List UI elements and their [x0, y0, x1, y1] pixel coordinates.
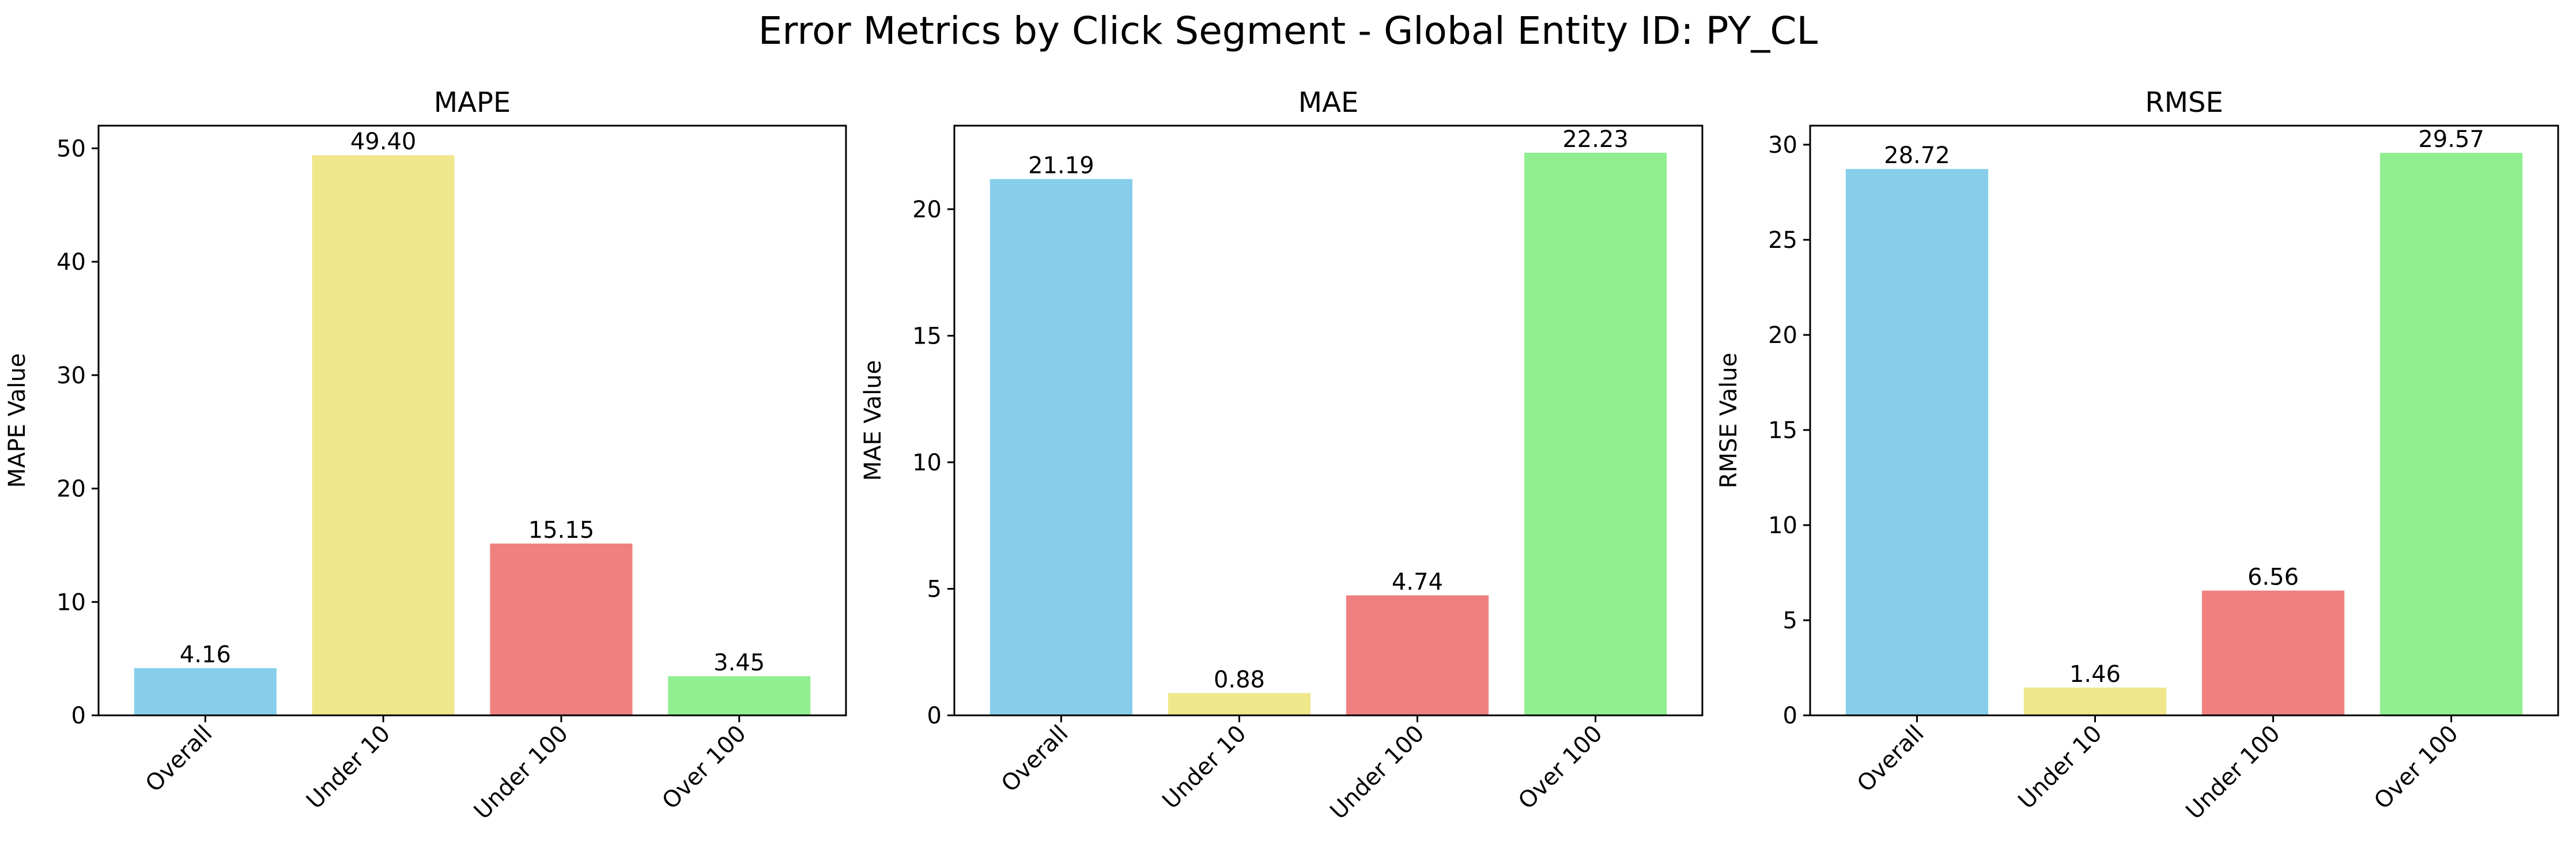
panel-1-y-tick-label-1: 0 — [71, 703, 86, 729]
panel-2-y-tick-label-2: 5 — [927, 576, 942, 602]
panel-3-bar-value-label-4: 29.57 — [2418, 126, 2484, 153]
panel-2-x-tick-label-4: Over 100 — [1513, 721, 1608, 815]
panel-2-bar-value-label-2: 0.88 — [1214, 666, 1265, 693]
panel-2-bar-value-label-4: 22.23 — [1562, 126, 1629, 153]
panel-2-bar-value-label-3: 4.74 — [1392, 569, 1443, 595]
panel-2-x-tick-label-1: Overall — [996, 721, 1074, 798]
panel-3-title: RMSE — [2145, 86, 2223, 119]
panel-1-x-tick-label-4: Over 100 — [657, 721, 751, 815]
panel-2-y-tick-label-5: 20 — [912, 197, 942, 223]
panel-3-x-tick-label-4: Over 100 — [2369, 721, 2464, 815]
panel-3-x-tick-label-2: Under 10 — [2013, 721, 2107, 814]
panel-1-x-tick-label-3: Under 100 — [469, 721, 573, 825]
panel-1-bar-value-label-4: 3.45 — [713, 650, 765, 676]
panel-1-y-tick-label-2: 10 — [56, 589, 86, 616]
panel-3-x-tick-label-3: Under 100 — [2181, 721, 2285, 825]
panel-1-title: MAPE — [434, 86, 511, 119]
panel-3-bar-3 — [2201, 590, 2345, 715]
panel-2-bar-2 — [1168, 693, 1311, 715]
panel-3-y-tick-label-5: 20 — [1768, 322, 1797, 349]
panel-3-y-tick-label-7: 30 — [1768, 132, 1797, 159]
panel-3-bar-value-label-1: 28.72 — [1884, 142, 1950, 169]
panel-2-x-tick-label-2: Under 10 — [1157, 721, 1251, 814]
panel-1-bar-value-label-2: 49.40 — [350, 129, 417, 155]
panel-1-bar-1 — [134, 668, 277, 715]
panel-3-bar-4 — [2379, 153, 2523, 715]
panel-3-bar-value-label-3: 6.56 — [2248, 564, 2299, 591]
panel-1-y-axis-label: MAPE Value — [4, 353, 31, 488]
panel-1-y-tick-label-3: 20 — [56, 476, 86, 503]
panel-1-x-tick-label-1: Overall — [141, 721, 218, 798]
panel-2-y-axis-label: MAE Value — [860, 360, 886, 481]
panel-3-y-tick-label-4: 15 — [1768, 417, 1797, 444]
panel-2-y-tick-label-4: 15 — [912, 323, 942, 349]
panel-2-title: MAE — [1298, 86, 1359, 119]
panel-1-bar-2 — [312, 155, 455, 715]
panel-1-axes-frame — [97, 125, 847, 717]
panel-3-bar-2 — [2023, 687, 2167, 715]
panel-3-y-tick-label-3: 10 — [1768, 512, 1797, 539]
panel-1-y-tick-label-4: 30 — [56, 363, 86, 389]
panel-3-bar-value-label-2: 1.46 — [2069, 661, 2121, 688]
panel-1-y-tick-label-5: 40 — [56, 249, 86, 276]
panel-2-x-tick-label-3: Under 100 — [1325, 721, 1429, 825]
panel-1-bar-value-label-1: 4.16 — [180, 642, 231, 668]
panel-3-y-tick-label-6: 25 — [1768, 227, 1797, 254]
panel-3-bar-1 — [1845, 169, 1989, 715]
panel-2-bar-1 — [989, 179, 1133, 716]
panel-2-bar-value-label-1: 21.19 — [1028, 153, 1094, 179]
panel-3-axes-frame — [1809, 125, 2559, 717]
panel-2-y-tick-label-3: 10 — [912, 450, 942, 476]
panel-1-bar-4 — [668, 676, 811, 715]
panel-2-bar-3 — [1346, 595, 1489, 715]
panel-2-axes-frame — [953, 125, 1704, 717]
panel-1-y-tick-label-6: 50 — [56, 135, 86, 162]
panel-1-bar-3 — [490, 543, 633, 715]
panel-3-x-tick-label-1: Overall — [1852, 721, 1929, 798]
panel-3-y-tick-label-2: 5 — [1783, 608, 1797, 634]
figure-title: Error Metrics by Click Segment - Global … — [758, 9, 1818, 53]
panel-1-bar-value-label-3: 15.15 — [528, 517, 595, 544]
panel-3-y-tick-label-1: 0 — [1783, 703, 1797, 729]
panel-2-y-tick-label-1: 0 — [927, 703, 942, 729]
panel-3-y-axis-label: RMSE Value — [1716, 353, 1742, 489]
panel-1-x-tick-label-2: Under 10 — [301, 721, 395, 814]
panel-2-bar-4 — [1524, 152, 1667, 715]
